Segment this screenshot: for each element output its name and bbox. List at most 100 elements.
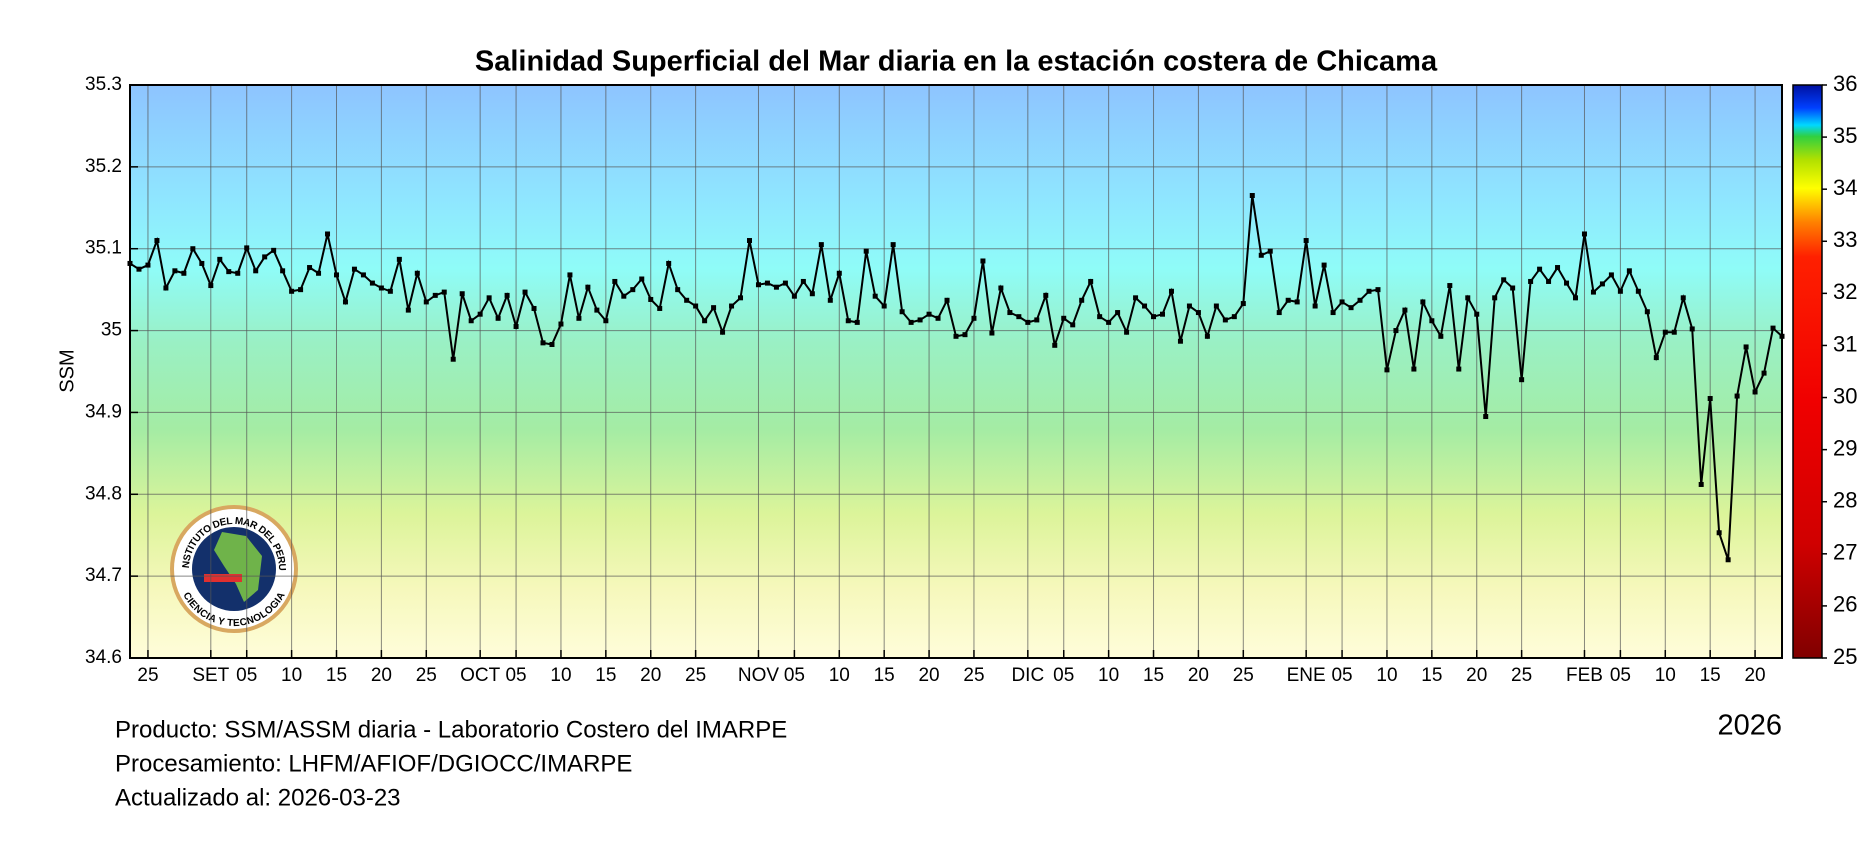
data-point (1528, 278, 1534, 284)
data-point (1662, 329, 1668, 335)
data-point (1240, 301, 1246, 307)
data-point (639, 276, 645, 282)
data-point (423, 299, 429, 305)
data-point (1177, 338, 1183, 344)
data-point (603, 318, 609, 324)
x-tick-label: 25 (1233, 665, 1254, 686)
data-point (1168, 288, 1174, 294)
y-tick-label: 35.2 (85, 156, 122, 177)
data-point (1608, 272, 1614, 278)
x-tick-label: 25 (685, 665, 706, 686)
data-point (630, 287, 636, 293)
data-point (1160, 311, 1165, 317)
data-point (890, 242, 896, 248)
data-point (495, 315, 501, 321)
data-point (1644, 309, 1650, 315)
data-point (872, 293, 878, 299)
data-point (1716, 530, 1722, 536)
data-point (378, 285, 384, 291)
data-point (1752, 389, 1758, 395)
data-point (1698, 481, 1704, 487)
data-point (917, 317, 923, 323)
data-point (1097, 314, 1103, 320)
data-point (1043, 292, 1049, 298)
data-point (576, 315, 582, 321)
data-point (702, 318, 708, 324)
x-tick-label: 05 (1610, 665, 1631, 686)
data-point (863, 248, 869, 254)
data-point (468, 318, 474, 324)
data-point (693, 303, 699, 309)
x-tick-label: 15 (1143, 665, 1164, 686)
data-point (782, 280, 788, 286)
colorbar-tick-label: 36 (1833, 71, 1857, 96)
data-point (325, 231, 331, 237)
data-point (1321, 262, 1327, 268)
data-point (280, 268, 286, 274)
data-point (1142, 303, 1148, 309)
data-point (1366, 288, 1372, 294)
data-point (235, 270, 241, 276)
data-point (396, 256, 402, 262)
data-point (1635, 288, 1641, 294)
colorbar-tick-label: 27 (1833, 540, 1857, 565)
data-point (208, 283, 214, 289)
x-tick-label: 15 (595, 665, 616, 686)
x-tick-label: 15 (326, 665, 347, 686)
data-point (818, 242, 824, 248)
data-point (971, 315, 977, 321)
x-tick-label: 25 (963, 665, 984, 686)
data-point (594, 307, 600, 313)
data-point (441, 289, 447, 295)
data-point (342, 299, 348, 305)
data-point (154, 238, 160, 244)
data-point (1761, 370, 1767, 376)
x-tick-label: 15 (874, 665, 895, 686)
data-point (675, 287, 681, 293)
data-point (720, 329, 726, 335)
data-point (827, 297, 833, 303)
data-point (1420, 299, 1426, 305)
data-point (226, 269, 232, 275)
colorbar-tick-label: 31 (1833, 331, 1857, 356)
data-point (1195, 310, 1201, 316)
data-point (289, 288, 295, 294)
data-point (998, 285, 1004, 291)
plot-background (130, 85, 1782, 658)
data-point (854, 319, 860, 325)
data-point (612, 278, 618, 284)
data-point (145, 262, 151, 268)
data-point (1680, 295, 1686, 301)
data-point (1725, 557, 1731, 563)
data-point (477, 311, 483, 317)
data-point (1707, 396, 1713, 402)
data-point (1025, 319, 1031, 325)
x-tick-label: 05 (236, 665, 257, 686)
x-tick-label: 25 (1511, 665, 1532, 686)
data-point (1483, 414, 1489, 420)
footer-line: Actualizado al: 2026-03-23 (115, 784, 401, 811)
data-point (809, 291, 815, 297)
data-point (1465, 295, 1471, 301)
data-point (755, 282, 761, 288)
data-point (1510, 285, 1516, 291)
y-tick-label: 35.1 (85, 238, 122, 259)
data-point (657, 305, 663, 311)
data-point (1294, 299, 1300, 305)
data-point (1393, 328, 1399, 334)
data-point (504, 292, 510, 298)
data-point (953, 333, 959, 339)
colorbar-tick-label: 34 (1833, 175, 1857, 200)
data-point (199, 260, 205, 266)
logo-ship (204, 574, 242, 582)
x-tick-label: 05 (1053, 665, 1074, 686)
data-point (531, 305, 537, 311)
data-point (414, 270, 420, 276)
colorbar-tick-label: 33 (1833, 227, 1857, 252)
data-point (621, 293, 627, 299)
data-point (881, 303, 887, 309)
x-tick-label: NOV (738, 665, 780, 686)
data-point (432, 292, 438, 298)
data-point (899, 309, 905, 315)
